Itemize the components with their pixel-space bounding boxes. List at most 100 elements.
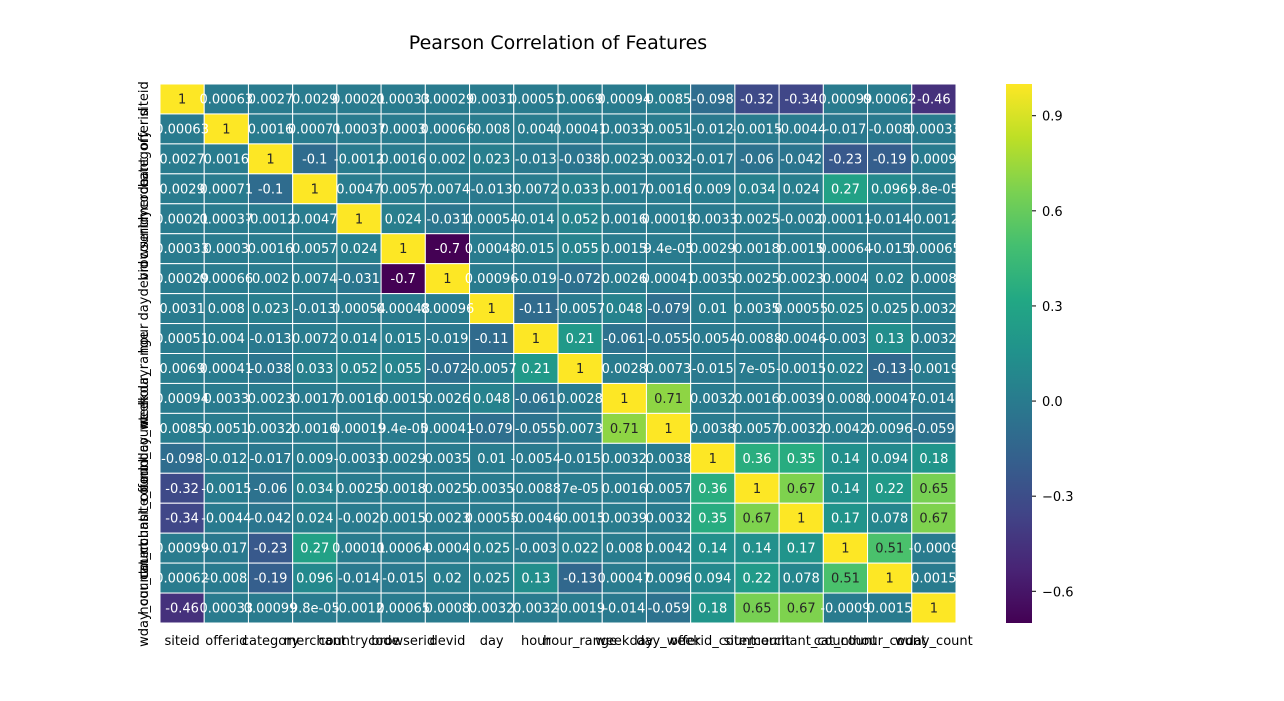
cell-value-label: 0.0035 bbox=[690, 272, 736, 287]
cell-value-label: 0.0033 bbox=[602, 122, 648, 137]
cell-value-label: 0.00041 bbox=[199, 362, 253, 377]
y-tick-label: wday_count bbox=[137, 569, 152, 647]
heatmap-cell bbox=[778, 173, 824, 205]
heatmap-cell bbox=[734, 592, 780, 624]
heatmap-cell bbox=[601, 562, 647, 594]
heatmap-cell bbox=[911, 412, 957, 444]
heatmap-cell bbox=[424, 233, 471, 265]
y-axis-tick-labels: siteidofferidcategorymerchantcountrycode… bbox=[137, 81, 152, 647]
cell-value-label: 0.00062 bbox=[155, 572, 209, 587]
cell-value-label: -0.0012 bbox=[245, 212, 295, 227]
cell-value-label: 0.0032 bbox=[513, 602, 559, 617]
cell-value-label: -0.031 bbox=[338, 272, 380, 287]
heatmap-cell bbox=[690, 382, 736, 414]
heatmap-cell bbox=[645, 143, 692, 175]
heatmap-cell bbox=[645, 293, 692, 325]
y-tick-label: merchant bbox=[137, 158, 152, 220]
cell-value-label: 0.0023 bbox=[778, 272, 824, 287]
heatmap-cell bbox=[645, 173, 692, 205]
cell-value-label: 0.015 bbox=[517, 242, 554, 257]
y-tick-label: hour bbox=[137, 323, 152, 353]
cell-value-label: -0.098 bbox=[161, 452, 203, 467]
cell-value-label: 0.18 bbox=[919, 452, 948, 467]
cell-value-label: 0.0016 bbox=[602, 212, 648, 227]
cell-value-label: -0.031 bbox=[426, 212, 468, 227]
cell-value-label: 0.00063 bbox=[155, 122, 209, 137]
cell-value-label: 1 bbox=[841, 542, 849, 557]
cell-value-label: -0.008 bbox=[205, 572, 247, 587]
heatmap-cell bbox=[822, 353, 869, 384]
cell-value-label: -0.055 bbox=[648, 332, 690, 347]
cell-value-label: 0.00011 bbox=[332, 542, 386, 557]
heatmap-cell bbox=[690, 263, 736, 295]
y-tick-label: offerid_count bbox=[137, 416, 152, 501]
heatmap-cell bbox=[247, 323, 294, 354]
cell-value-label: 0.0016 bbox=[380, 152, 426, 167]
heatmap-cell bbox=[822, 472, 869, 504]
heatmap-cell bbox=[867, 323, 913, 354]
cell-value-label: 0.0003 bbox=[204, 242, 250, 257]
cell-value-label: 0.055 bbox=[385, 362, 422, 377]
heatmap-cell bbox=[822, 412, 869, 444]
heatmap-cell bbox=[557, 442, 603, 474]
cell-value-label: 0.27 bbox=[831, 182, 860, 197]
cell-value-label: 0.00041 bbox=[421, 422, 475, 437]
cell-value-label: 1 bbox=[532, 332, 540, 347]
heatmap-cell bbox=[557, 83, 603, 115]
heatmap-cell bbox=[911, 263, 957, 295]
heatmap-cell bbox=[690, 442, 736, 474]
cell-value-label: 0.0057 bbox=[292, 242, 338, 257]
heatmap-cell bbox=[159, 233, 205, 265]
heatmap-cell bbox=[247, 442, 294, 474]
cell-value-label: -0.34 bbox=[784, 92, 818, 107]
cell-value-label: 0.00071 bbox=[199, 182, 253, 197]
cell-value-label: -0.32 bbox=[740, 92, 774, 107]
cell-value-label: 1 bbox=[355, 212, 363, 227]
heatmap-cell bbox=[601, 263, 647, 295]
cell-value-label: -0.7 bbox=[435, 242, 460, 257]
cell-value-label: 0.00099 bbox=[155, 542, 209, 557]
cell-value-label: 0.00094 bbox=[597, 92, 651, 107]
heatmap-cell bbox=[645, 562, 692, 594]
heatmap-cell bbox=[380, 83, 426, 115]
cell-value-label: 0.21 bbox=[566, 332, 595, 347]
cell-value-label: 9.8e-05 bbox=[290, 602, 340, 617]
cell-value-label: 0.0072 bbox=[513, 182, 559, 197]
heatmap-cell bbox=[645, 412, 692, 444]
heatmap-cell bbox=[380, 442, 426, 474]
y-tick-label: weekday bbox=[137, 369, 152, 427]
heatmap-cell bbox=[380, 293, 426, 325]
cell-value-label: -0.0046 bbox=[511, 512, 561, 527]
cell-value-label: 0.67 bbox=[919, 512, 948, 527]
cell-value-label: -0.008 bbox=[869, 122, 911, 137]
cell-value-label: 0.0015 bbox=[778, 242, 824, 257]
cell-value-label: 0.0042 bbox=[823, 422, 869, 437]
cell-value-label: 0.025 bbox=[827, 302, 864, 317]
cell-value-label: 0.51 bbox=[875, 542, 904, 557]
cell-value-label: 0.0004 bbox=[425, 542, 471, 557]
heatmap-cell bbox=[778, 203, 824, 235]
heatmap-cell bbox=[380, 233, 426, 265]
heatmap-cell bbox=[203, 442, 249, 474]
heatmap-cell bbox=[734, 233, 780, 265]
cell-value-label: -0.0015 bbox=[201, 482, 251, 497]
cell-value-label: 0.0069 bbox=[159, 362, 205, 377]
y-tick-label: devid bbox=[137, 261, 152, 297]
cell-value-label: 0.024 bbox=[340, 242, 377, 257]
heatmap-cell bbox=[203, 83, 249, 115]
y-tick-label: day bbox=[137, 296, 152, 320]
heatmap-cell bbox=[380, 592, 426, 624]
cell-value-label: 0.13 bbox=[875, 332, 904, 347]
y-tick-label: category bbox=[137, 130, 152, 188]
cell-value-label: 0.0016 bbox=[248, 242, 294, 257]
heatmap-cell bbox=[469, 532, 515, 564]
cell-value-label: 1 bbox=[576, 362, 584, 377]
heatmap-cell bbox=[380, 502, 426, 534]
cell-value-label: 0.055 bbox=[562, 242, 599, 257]
cell-value-label: -0.46 bbox=[917, 92, 951, 107]
heatmap-cell bbox=[911, 353, 957, 384]
cell-value-label: 0.0016 bbox=[734, 392, 780, 407]
cell-value-label: -0.34 bbox=[165, 512, 199, 527]
cell-value-label: 0.00033 bbox=[907, 122, 961, 137]
heatmap-cell bbox=[911, 442, 957, 474]
